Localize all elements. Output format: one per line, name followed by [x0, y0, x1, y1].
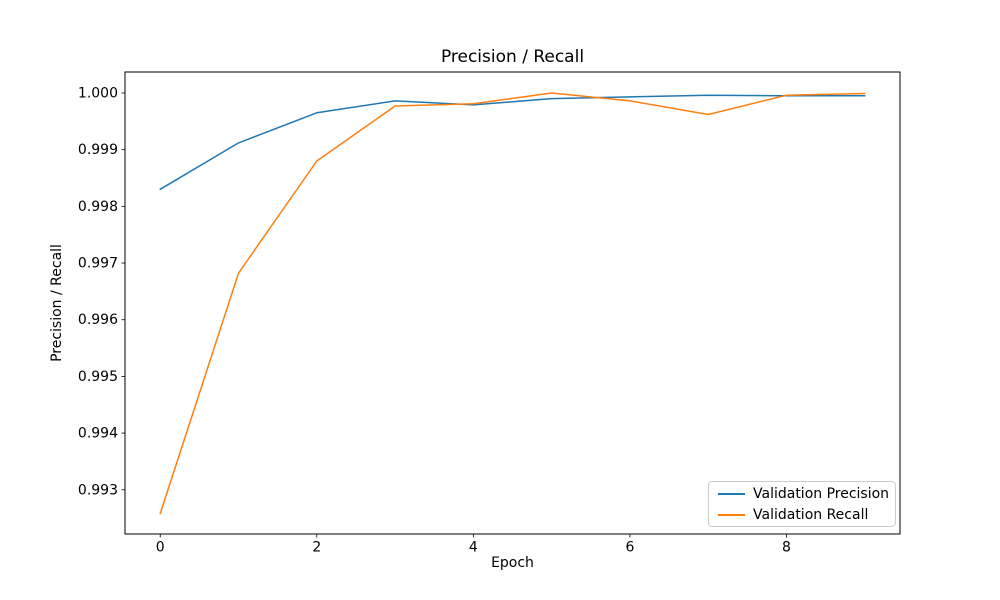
- y-tick-label: 0.999: [78, 142, 118, 158]
- recall-line-sample: [718, 513, 745, 516]
- y-tick-label: 0.993: [78, 482, 118, 498]
- y-tick-label: 0.997: [78, 256, 118, 272]
- x-tick-label: 6: [625, 540, 634, 556]
- chart-title: Precision / Recall: [440, 47, 585, 67]
- y-tick-label: 0.995: [78, 369, 118, 385]
- y-tick-label: 0.994: [78, 426, 118, 442]
- y-tick-label: 0.996: [78, 312, 118, 328]
- x-tick-label: 0: [156, 540, 165, 556]
- y-tick-label: 0.998: [78, 199, 118, 215]
- series-line-validation-precision: [159, 94, 866, 191]
- legend-item-validation-recall: Validation Recall: [718, 504, 895, 525]
- series-line-validation-recall: [159, 92, 866, 515]
- legend-item-validation-precision: Validation Precision: [718, 483, 895, 504]
- legend: Validation Precision Validation Recall: [708, 481, 896, 527]
- x-tick-label: 2: [312, 540, 321, 556]
- x-tick-label: 8: [782, 540, 791, 556]
- y-tick-label: 1.000: [78, 85, 118, 101]
- legend-label-recall: Validation Recall: [753, 506, 869, 523]
- precision-line-sample: [718, 492, 745, 495]
- x-axis-label: Epoch: [491, 555, 534, 571]
- y-axis-label: Precision / Recall: [49, 244, 65, 362]
- legend-label-precision: Validation Precision: [753, 485, 890, 502]
- x-tick-label: 4: [469, 540, 478, 556]
- axes-frame: [124, 71, 901, 535]
